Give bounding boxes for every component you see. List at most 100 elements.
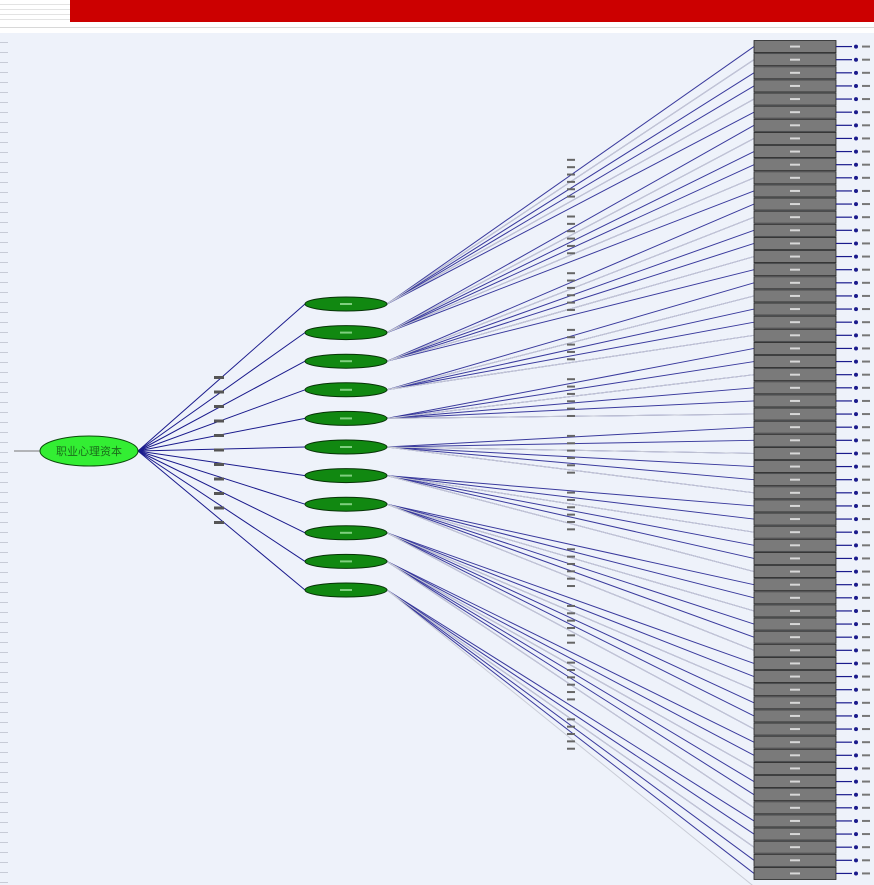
covariance-line — [386, 256, 755, 362]
error-label-mark — [862, 229, 870, 232]
factor-to-indicator-line — [386, 111, 755, 305]
factor-label-mark — [340, 417, 352, 420]
error-term — [854, 254, 858, 259]
loading-label-mark — [567, 456, 575, 459]
indicator-label-mark — [790, 150, 800, 153]
loading-label-mark — [567, 173, 575, 176]
error-label-mark — [862, 216, 870, 219]
loading-label-mark — [567, 668, 575, 671]
loading-label-mark — [214, 405, 224, 408]
loading-label-mark — [567, 385, 575, 388]
error-term — [854, 425, 858, 430]
factor-label-mark — [340, 589, 352, 591]
slide-top-bar — [0, 0, 874, 30]
error-term — [854, 792, 858, 797]
factor-to-indicator-line — [386, 560, 755, 756]
indicator-label-mark — [790, 216, 800, 219]
factor-to-indicator-line — [386, 203, 755, 362]
error-term — [854, 97, 858, 102]
covariance-line — [386, 475, 755, 533]
factor-to-indicator-line — [386, 532, 755, 717]
indicator-label-mark — [790, 570, 800, 573]
indicator-label-mark — [790, 255, 800, 258]
error-label-mark — [862, 439, 870, 442]
indicator-label-mark — [790, 399, 800, 402]
covariance-line — [386, 503, 755, 651]
error-label-mark — [862, 373, 870, 376]
error-label-mark — [862, 675, 870, 678]
loading-label-mark — [214, 434, 224, 437]
error-term — [854, 293, 858, 298]
loading-label-mark — [567, 627, 575, 630]
loading-label-mark — [567, 718, 575, 721]
error-label-mark — [862, 504, 870, 507]
indicator-label-mark — [790, 872, 800, 875]
error-label-mark — [862, 452, 870, 455]
error-term — [854, 543, 858, 548]
error-term — [854, 503, 858, 508]
indicator-label-mark — [790, 321, 800, 324]
factor-to-indicator-line — [386, 589, 755, 822]
factor-label-mark — [340, 388, 352, 391]
indicator-label-mark — [790, 347, 800, 350]
indicator-label-mark — [790, 58, 800, 61]
loading-label-mark — [567, 442, 575, 445]
indicator-label-mark — [790, 859, 800, 862]
covariance-line — [386, 589, 753, 885]
diagram-canvas — [0, 33, 874, 885]
loading-label-mark — [567, 378, 575, 381]
factor-label-mark — [340, 474, 352, 477]
error-label-mark — [862, 859, 870, 862]
loading-label-mark — [567, 528, 575, 531]
loading-label-mark — [567, 498, 575, 501]
error-label-mark — [862, 45, 870, 48]
error-label-mark — [862, 531, 870, 534]
factor-to-indicator-line — [386, 589, 755, 861]
error-term — [854, 818, 858, 823]
indicator-label-mark — [790, 360, 800, 363]
loading-label-mark — [567, 222, 575, 225]
loading-label-mark — [567, 661, 575, 664]
error-label-mark — [862, 347, 870, 350]
error-term — [854, 569, 858, 574]
error-term — [854, 70, 858, 75]
loading-label-mark — [567, 676, 575, 679]
loading-label-mark — [567, 158, 575, 161]
factor-to-indicator-line — [386, 124, 755, 334]
indicator-label-mark — [790, 111, 800, 114]
loading-label-mark — [567, 195, 575, 198]
indicator-label-mark — [790, 426, 800, 429]
error-label-mark — [862, 518, 870, 521]
indicator-label-mark — [790, 137, 800, 140]
indicator-label-mark — [790, 701, 800, 704]
error-term — [854, 727, 858, 732]
error-term — [854, 530, 858, 535]
error-term — [854, 622, 858, 627]
covariance-line — [386, 137, 755, 334]
indicator-label-mark — [790, 491, 800, 494]
indicator-boxes — [753, 40, 870, 880]
loading-label-mark — [214, 463, 224, 466]
covariance-line — [386, 295, 755, 391]
loading-label-mark — [567, 414, 575, 417]
error-label-mark — [862, 662, 870, 665]
loading-label-mark — [567, 506, 575, 509]
indicator-label-mark — [790, 518, 800, 521]
indicator-label-mark — [790, 242, 800, 245]
error-term — [854, 832, 858, 837]
error-term — [854, 517, 858, 522]
loading-label-mark — [567, 166, 575, 169]
covariance-line — [386, 446, 755, 494]
top-bar-red-banner — [70, 0, 874, 22]
error-term — [854, 713, 858, 718]
error-label-mark — [862, 150, 870, 153]
covariance-line — [386, 475, 755, 573]
error-term — [854, 779, 858, 784]
factor-to-indicator-line — [386, 387, 755, 419]
loading-label-mark — [567, 634, 575, 637]
indicator-label-mark — [790, 636, 800, 639]
loading-label-mark — [567, 555, 575, 558]
error-label-mark — [862, 163, 870, 166]
indicator-label-mark — [790, 386, 800, 389]
indicator-label-mark — [790, 767, 800, 770]
